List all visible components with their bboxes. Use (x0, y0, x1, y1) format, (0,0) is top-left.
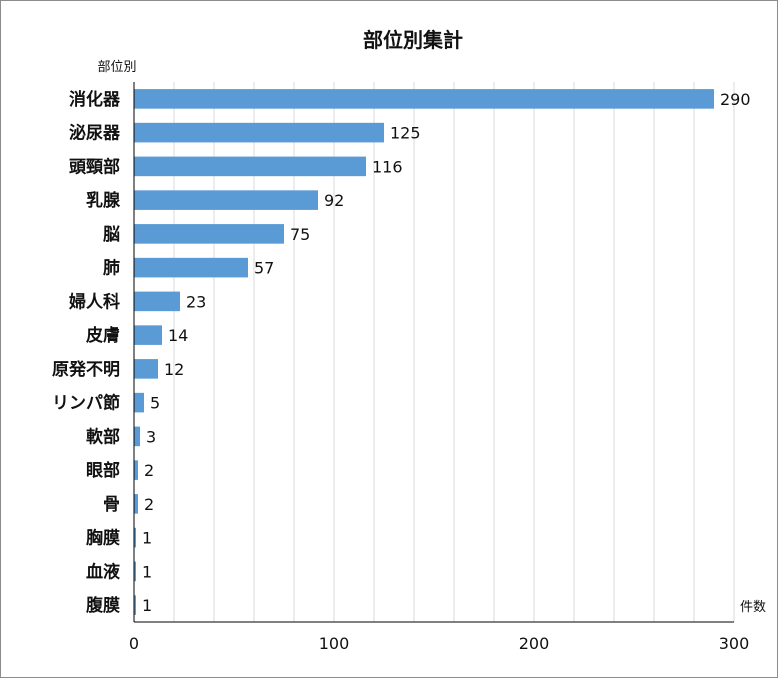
category-label: 消化器 (69, 89, 121, 110)
bar-16 (134, 595, 136, 615)
x-tick-label: 300 (719, 634, 750, 653)
category-label: 腹膜 (86, 595, 120, 616)
bar-7 (134, 291, 180, 312)
category-label: 原発不明 (52, 359, 120, 380)
bar-3 (134, 156, 366, 177)
x-tick-label: 100 (319, 634, 350, 653)
axes (133, 82, 734, 623)
value-label: 12 (164, 360, 184, 379)
y-axis-title: 部位別 (97, 60, 136, 75)
value-label: 3 (146, 427, 156, 446)
category-label: リンパ節 (52, 393, 120, 414)
category-label: 血液 (86, 561, 120, 582)
bar-1 (134, 89, 714, 109)
value-label: 116 (372, 157, 403, 176)
bar-8 (134, 325, 162, 345)
category-label: 婦人科 (68, 291, 120, 312)
bar-13 (134, 494, 138, 514)
grid-lines (173, 82, 735, 622)
x-tick-label: 0 (129, 634, 139, 653)
value-label: 57 (254, 259, 274, 278)
value-label: 2 (144, 461, 154, 480)
category-label: 肺 (103, 259, 120, 279)
value-label: 1 (142, 562, 152, 581)
bar-11 (134, 426, 140, 447)
bar-12 (134, 460, 138, 480)
category-label: 胸膜 (86, 528, 120, 549)
bar-14 (134, 527, 136, 548)
bar-2 (134, 122, 384, 143)
category-label: 頭頸部 (69, 156, 120, 177)
value-label: 1 (142, 529, 152, 548)
category-label: 乳腺 (86, 190, 121, 211)
value-label: 125 (390, 124, 421, 143)
bar-4 (134, 190, 318, 210)
bar-6 (134, 257, 248, 278)
value-label: 75 (290, 225, 310, 244)
bars (134, 89, 714, 615)
value-label: 14 (168, 326, 188, 345)
bar-9 (134, 359, 158, 379)
value-label: 92 (324, 191, 344, 210)
bar-15 (134, 561, 136, 582)
x-axis-title: 件数 (740, 600, 766, 615)
category-label: 骨 (103, 495, 120, 515)
category-label: 脳 (103, 225, 120, 245)
bar-5 (134, 224, 284, 244)
value-label: 290 (720, 90, 751, 109)
x-tick-label: 200 (519, 634, 550, 653)
category-label: 泌尿器 (69, 123, 121, 144)
category-label: 皮膚 (86, 325, 120, 346)
value-label: 1 (142, 596, 152, 615)
category-label: 眼部 (86, 460, 120, 481)
chart-title: 部位別集計 (363, 28, 463, 52)
category-label: 軟部 (86, 426, 120, 447)
value-label: 2 (144, 495, 154, 514)
value-label: 5 (150, 394, 160, 413)
value-label: 23 (186, 292, 206, 311)
bar-10 (134, 392, 144, 413)
